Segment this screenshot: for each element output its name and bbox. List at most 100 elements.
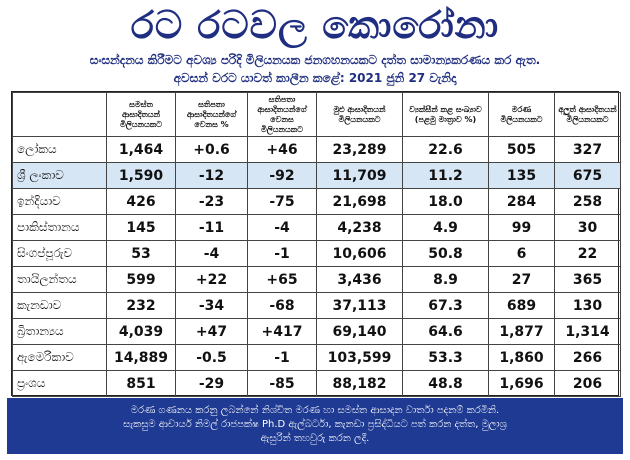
column-header-country <box>12 92 107 137</box>
country-cell: කැනඩාව <box>12 292 107 319</box>
table-row: කැනඩාව 232 -34 -68 37,113 67.3 689 130 <box>12 292 621 319</box>
value-cell: 1,877 <box>488 318 555 345</box>
table-row: ලෝකය 1,464 +0.6 +46 23,289 22.6 505 327 <box>12 136 621 163</box>
value-cell: +65 <box>247 266 317 293</box>
table-row: ඉන්දියාව 426 -23 -75 21,698 18.0 284 258 <box>12 188 621 215</box>
value-cell: 53 <box>106 240 176 267</box>
value-cell: 505 <box>488 136 555 163</box>
country-cell: තායිලන්තය <box>12 266 107 293</box>
table-row: ඇමෙරිකාව 14,889 -0.5 -1 103,599 53.3 1,860 266 <box>12 344 621 371</box>
value-cell: 1,696 <box>488 370 555 397</box>
value-cell: 851 <box>106 370 176 397</box>
column-header-weekly-change-pct: සතිපතා ආසාදිතයන්ගේ වෙනස % <box>175 92 248 137</box>
value-cell: -4 <box>247 214 317 241</box>
value-cell: 1,314 <box>554 318 621 345</box>
value-cell: -12 <box>175 162 248 189</box>
value-cell: 67.3 <box>402 292 489 319</box>
table-row: ශ්‍රී ලංකාව 1,590 -12 -92 11,709 11.2 135 675 <box>12 162 621 189</box>
value-cell: -75 <box>247 188 317 215</box>
value-cell: -85 <box>247 370 317 397</box>
country-cell: පාකිස්තානය <box>12 214 107 241</box>
value-cell: 8.9 <box>402 266 489 293</box>
table-row: බ්‍රිතාන්‍යය 4,039 +47 +417 69,140 64.6 1,877 1… <box>12 318 621 345</box>
column-header-total-cases-per-million: මුළු ආසාදිතයන් මිලියනයකට <box>316 92 403 137</box>
value-cell: -68 <box>247 292 317 319</box>
column-header-vaccinated-pct: ව්‍යක්සීන් කළ සංඛ්‍යාව (පළමු මාත්‍රාව %) <box>402 92 489 137</box>
page-subtitle: සංසන්දනය කිරීමට අවශ්‍ය පරිදි මිලියනයක ජන… <box>89 53 541 67</box>
value-cell: 130 <box>554 292 621 319</box>
country-cell: ලෝකය <box>12 136 107 163</box>
value-cell: 1,860 <box>488 344 555 371</box>
header: රට රටවල කොරෝනා සංසන්දනය කිරීමට අවශ්‍ය පර… <box>0 0 630 92</box>
value-cell: 10,606 <box>316 240 403 267</box>
country-cell: බ්‍රිතාන්‍යය <box>12 318 107 345</box>
value-cell: 4.9 <box>402 214 489 241</box>
value-cell: +22 <box>175 266 248 293</box>
value-cell: -23 <box>175 188 248 215</box>
value-cell: -29 <box>175 370 248 397</box>
value-cell: 64.6 <box>402 318 489 345</box>
value-cell: 266 <box>554 344 621 371</box>
value-cell: 4,039 <box>106 318 176 345</box>
value-cell: 21,698 <box>316 188 403 215</box>
value-cell: 232 <box>106 292 176 319</box>
value-cell: 14,889 <box>106 344 176 371</box>
value-cell: 48.8 <box>402 370 489 397</box>
value-cell: 365 <box>554 266 621 293</box>
covid-table: සමස්ත ආසාදිතයන් මිලියනයකට සතිපතා ආසාදිතය… <box>11 91 621 397</box>
country-cell: සිංගප්පූරුව <box>12 240 107 267</box>
value-cell: 22.6 <box>402 136 489 163</box>
value-cell: 50.8 <box>402 240 489 267</box>
value-cell: -92 <box>247 162 317 189</box>
value-cell: 258 <box>554 188 621 215</box>
table-row: සිංගප්පූරුව 53 -4 -1 10,606 50.8 6 22 <box>12 240 621 267</box>
value-cell: -1 <box>247 240 317 267</box>
value-cell: +47 <box>175 318 248 345</box>
value-cell: 4,238 <box>316 214 403 241</box>
value-cell: 284 <box>488 188 555 215</box>
data-table: සමස්ත ආසාදිතයන් මිලියනයකට සතිපතා ආසාදිතය… <box>12 92 621 397</box>
footer-note: මරණ ගණනය කරනු ලබන්නේ නිශ්චිත මරණ හා සමස්… <box>7 398 623 454</box>
column-header-new-cases-per-million: අලුත් ආසාදිතයන් මිලියනයකට <box>554 92 621 137</box>
value-cell: 426 <box>106 188 176 215</box>
country-cell: ඉන්දියාව <box>12 188 107 215</box>
value-cell: +0.6 <box>175 136 248 163</box>
value-cell: 37,113 <box>316 292 403 319</box>
value-cell: 327 <box>554 136 621 163</box>
value-cell: 18.0 <box>402 188 489 215</box>
value-cell: 69,140 <box>316 318 403 345</box>
value-cell: 1,590 <box>106 162 176 189</box>
value-cell: 30 <box>554 214 621 241</box>
table-row: ප්‍රංශය 851 -29 -85 88,182 48.8 1,696 206 <box>12 370 621 397</box>
table-body: ලෝකය 1,464 +0.6 +46 23,289 22.6 505 327 ශ්‍රී ලං… <box>12 136 621 397</box>
page-title: රට රටවල කොරෝනා <box>130 3 500 47</box>
last-updated: අවසන් වරට යාවත් කාලීන කළේ: 2021 ජුනි 27 … <box>173 71 457 85</box>
value-cell: 689 <box>488 292 555 319</box>
footer-line-1: මරණ ගණනය කරනු ලබන්නේ නිශ්චිත මරණ හා සමස්… <box>130 405 500 416</box>
value-cell: 6 <box>488 240 555 267</box>
column-header-weekly-change-per-million: සතිපතා ආසාදිතයන්ගේ වෙනස මිලියනයකට <box>247 92 317 137</box>
value-cell: 99 <box>488 214 555 241</box>
country-cell: ඇමෙරිකාව <box>12 344 107 371</box>
value-cell: 11.2 <box>402 162 489 189</box>
value-cell: 103,599 <box>316 344 403 371</box>
value-cell: 88,182 <box>316 370 403 397</box>
value-cell: 206 <box>554 370 621 397</box>
value-cell: +417 <box>247 318 317 345</box>
table-row: තායිලන්තය 599 +22 +65 3,436 8.9 27 365 <box>12 266 621 293</box>
value-cell: 53.3 <box>402 344 489 371</box>
value-cell: -11 <box>175 214 248 241</box>
table-header-row: සමස්ත ආසාදිතයන් මිලියනයකට සතිපතා ආසාදිතය… <box>12 92 621 137</box>
value-cell: -1 <box>247 344 317 371</box>
value-cell: 11,709 <box>316 162 403 189</box>
value-cell: 599 <box>106 266 176 293</box>
column-header-deaths-per-million: මරණ මිලියනයකට <box>488 92 555 137</box>
country-cell: ශ්‍රී ලංකාව <box>12 162 107 189</box>
value-cell: 145 <box>106 214 176 241</box>
table-row: පාකිස්තානය 145 -11 -4 4,238 4.9 99 30 <box>12 214 621 241</box>
value-cell: 27 <box>488 266 555 293</box>
country-cell: ප්‍රංශය <box>12 370 107 397</box>
value-cell: 22 <box>554 240 621 267</box>
value-cell: -34 <box>175 292 248 319</box>
value-cell: 23,289 <box>316 136 403 163</box>
